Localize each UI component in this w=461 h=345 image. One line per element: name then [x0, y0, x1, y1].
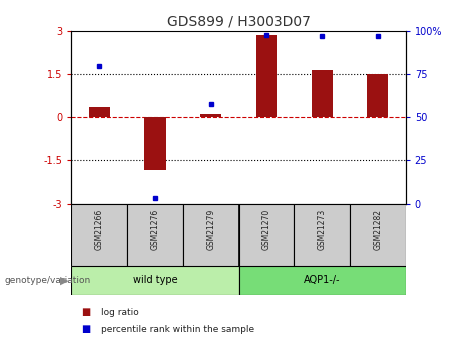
FancyBboxPatch shape	[350, 204, 406, 266]
FancyBboxPatch shape	[238, 204, 294, 266]
Bar	[144, 117, 165, 170]
FancyBboxPatch shape	[294, 204, 350, 266]
Text: percentile rank within the sample: percentile rank within the sample	[101, 325, 254, 334]
Bar	[89, 107, 110, 117]
Text: GSM21273: GSM21273	[318, 208, 327, 250]
Text: ▶: ▶	[60, 275, 69, 285]
Text: GSM21270: GSM21270	[262, 208, 271, 250]
Text: AQP1-/-: AQP1-/-	[304, 275, 340, 285]
Bar	[200, 115, 221, 117]
Text: GSM21282: GSM21282	[373, 208, 382, 249]
Text: genotype/variation: genotype/variation	[5, 276, 91, 285]
Text: GSM21276: GSM21276	[150, 208, 160, 250]
Text: ■: ■	[81, 307, 90, 317]
Text: GSM21279: GSM21279	[206, 208, 215, 250]
Bar	[256, 36, 277, 117]
Text: ■: ■	[81, 325, 90, 334]
Text: GSM21266: GSM21266	[95, 208, 104, 250]
FancyBboxPatch shape	[238, 266, 406, 295]
Title: GDS899 / H3003D07: GDS899 / H3003D07	[166, 14, 311, 29]
Bar	[312, 70, 333, 117]
Text: wild type: wild type	[133, 275, 177, 285]
FancyBboxPatch shape	[71, 204, 127, 266]
FancyBboxPatch shape	[183, 204, 238, 266]
Text: log ratio: log ratio	[101, 308, 139, 317]
FancyBboxPatch shape	[127, 204, 183, 266]
Bar	[367, 74, 389, 117]
FancyBboxPatch shape	[71, 266, 238, 295]
